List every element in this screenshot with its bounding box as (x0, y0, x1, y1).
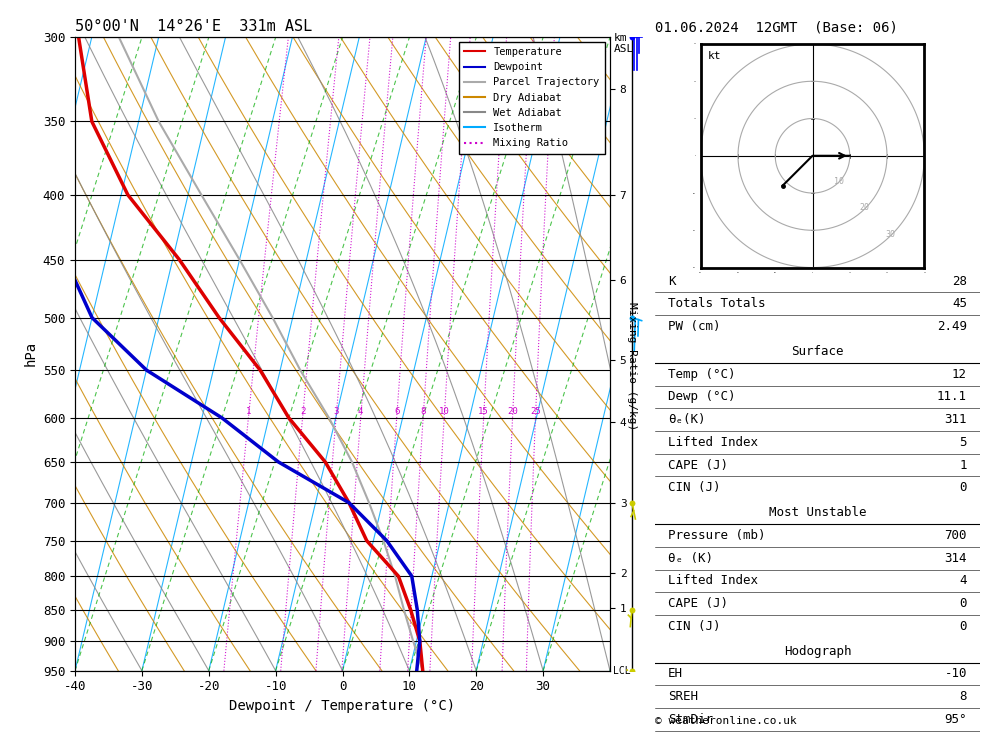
Text: 314: 314 (944, 552, 967, 564)
Text: kt: kt (708, 51, 722, 61)
Text: 2: 2 (300, 407, 305, 416)
Text: 4: 4 (358, 407, 363, 416)
Text: CAPE (J): CAPE (J) (668, 597, 728, 610)
Text: 30: 30 (886, 229, 896, 238)
Text: StmDir: StmDir (668, 713, 713, 726)
Text: 01.06.2024  12GMT  (Base: 06): 01.06.2024 12GMT (Base: 06) (655, 21, 898, 34)
Text: 25: 25 (530, 407, 541, 416)
Text: LCL: LCL (613, 666, 630, 676)
Text: EH: EH (668, 668, 683, 680)
Text: © weatheronline.co.uk: © weatheronline.co.uk (655, 715, 797, 726)
Text: 28: 28 (952, 275, 967, 287)
Text: 311: 311 (944, 413, 967, 426)
Text: Lifted Index: Lifted Index (668, 575, 758, 587)
Text: 0: 0 (960, 482, 967, 494)
Text: ASL: ASL (614, 44, 634, 54)
Y-axis label: hPa: hPa (23, 341, 37, 366)
Text: 11.1: 11.1 (937, 391, 967, 403)
Text: -10: -10 (944, 668, 967, 680)
Text: K: K (668, 275, 676, 287)
Text: 50°00'N  14°26'E  331m ASL: 50°00'N 14°26'E 331m ASL (75, 19, 312, 34)
Text: 0: 0 (960, 620, 967, 633)
Text: CIN (J): CIN (J) (668, 620, 720, 633)
Text: CAPE (J): CAPE (J) (668, 459, 728, 471)
Text: Pressure (mb): Pressure (mb) (668, 529, 766, 542)
Text: Totals Totals: Totals Totals (668, 298, 766, 310)
Text: 1: 1 (246, 407, 251, 416)
Text: PW (cm): PW (cm) (668, 320, 720, 333)
Text: 8: 8 (960, 690, 967, 703)
Legend: Temperature, Dewpoint, Parcel Trajectory, Dry Adiabat, Wet Adiabat, Isotherm, Mi: Temperature, Dewpoint, Parcel Trajectory… (459, 42, 605, 153)
Text: 4: 4 (960, 575, 967, 587)
Text: Lifted Index: Lifted Index (668, 436, 758, 449)
X-axis label: Dewpoint / Temperature (°C): Dewpoint / Temperature (°C) (229, 699, 456, 713)
Text: 95°: 95° (944, 713, 967, 726)
Text: 15: 15 (478, 407, 489, 416)
Text: km: km (614, 33, 628, 43)
Text: 1: 1 (960, 459, 967, 471)
Text: 8: 8 (420, 407, 426, 416)
Text: 0: 0 (960, 597, 967, 610)
Text: 6: 6 (394, 407, 399, 416)
Text: 700: 700 (944, 529, 967, 542)
Text: CIN (J): CIN (J) (668, 482, 720, 494)
Text: 12: 12 (952, 368, 967, 380)
Text: Dewp (°C): Dewp (°C) (668, 391, 736, 403)
Text: Hodograph: Hodograph (784, 645, 851, 658)
Text: Temp (°C): Temp (°C) (668, 368, 736, 380)
Text: 3: 3 (333, 407, 339, 416)
Text: 20: 20 (507, 407, 518, 416)
Text: 20: 20 (860, 204, 870, 213)
Text: Mixing Ratio (g/kg): Mixing Ratio (g/kg) (627, 303, 637, 430)
Text: 2.49: 2.49 (937, 320, 967, 333)
Text: θₑ(K): θₑ(K) (668, 413, 706, 426)
Text: 10: 10 (439, 407, 450, 416)
Text: 45: 45 (952, 298, 967, 310)
Text: Surface: Surface (791, 345, 844, 358)
Text: Most Unstable: Most Unstable (769, 507, 866, 519)
Text: θₑ (K): θₑ (K) (668, 552, 713, 564)
Text: 5: 5 (960, 436, 967, 449)
Text: SREH: SREH (668, 690, 698, 703)
Text: 10: 10 (834, 177, 844, 186)
